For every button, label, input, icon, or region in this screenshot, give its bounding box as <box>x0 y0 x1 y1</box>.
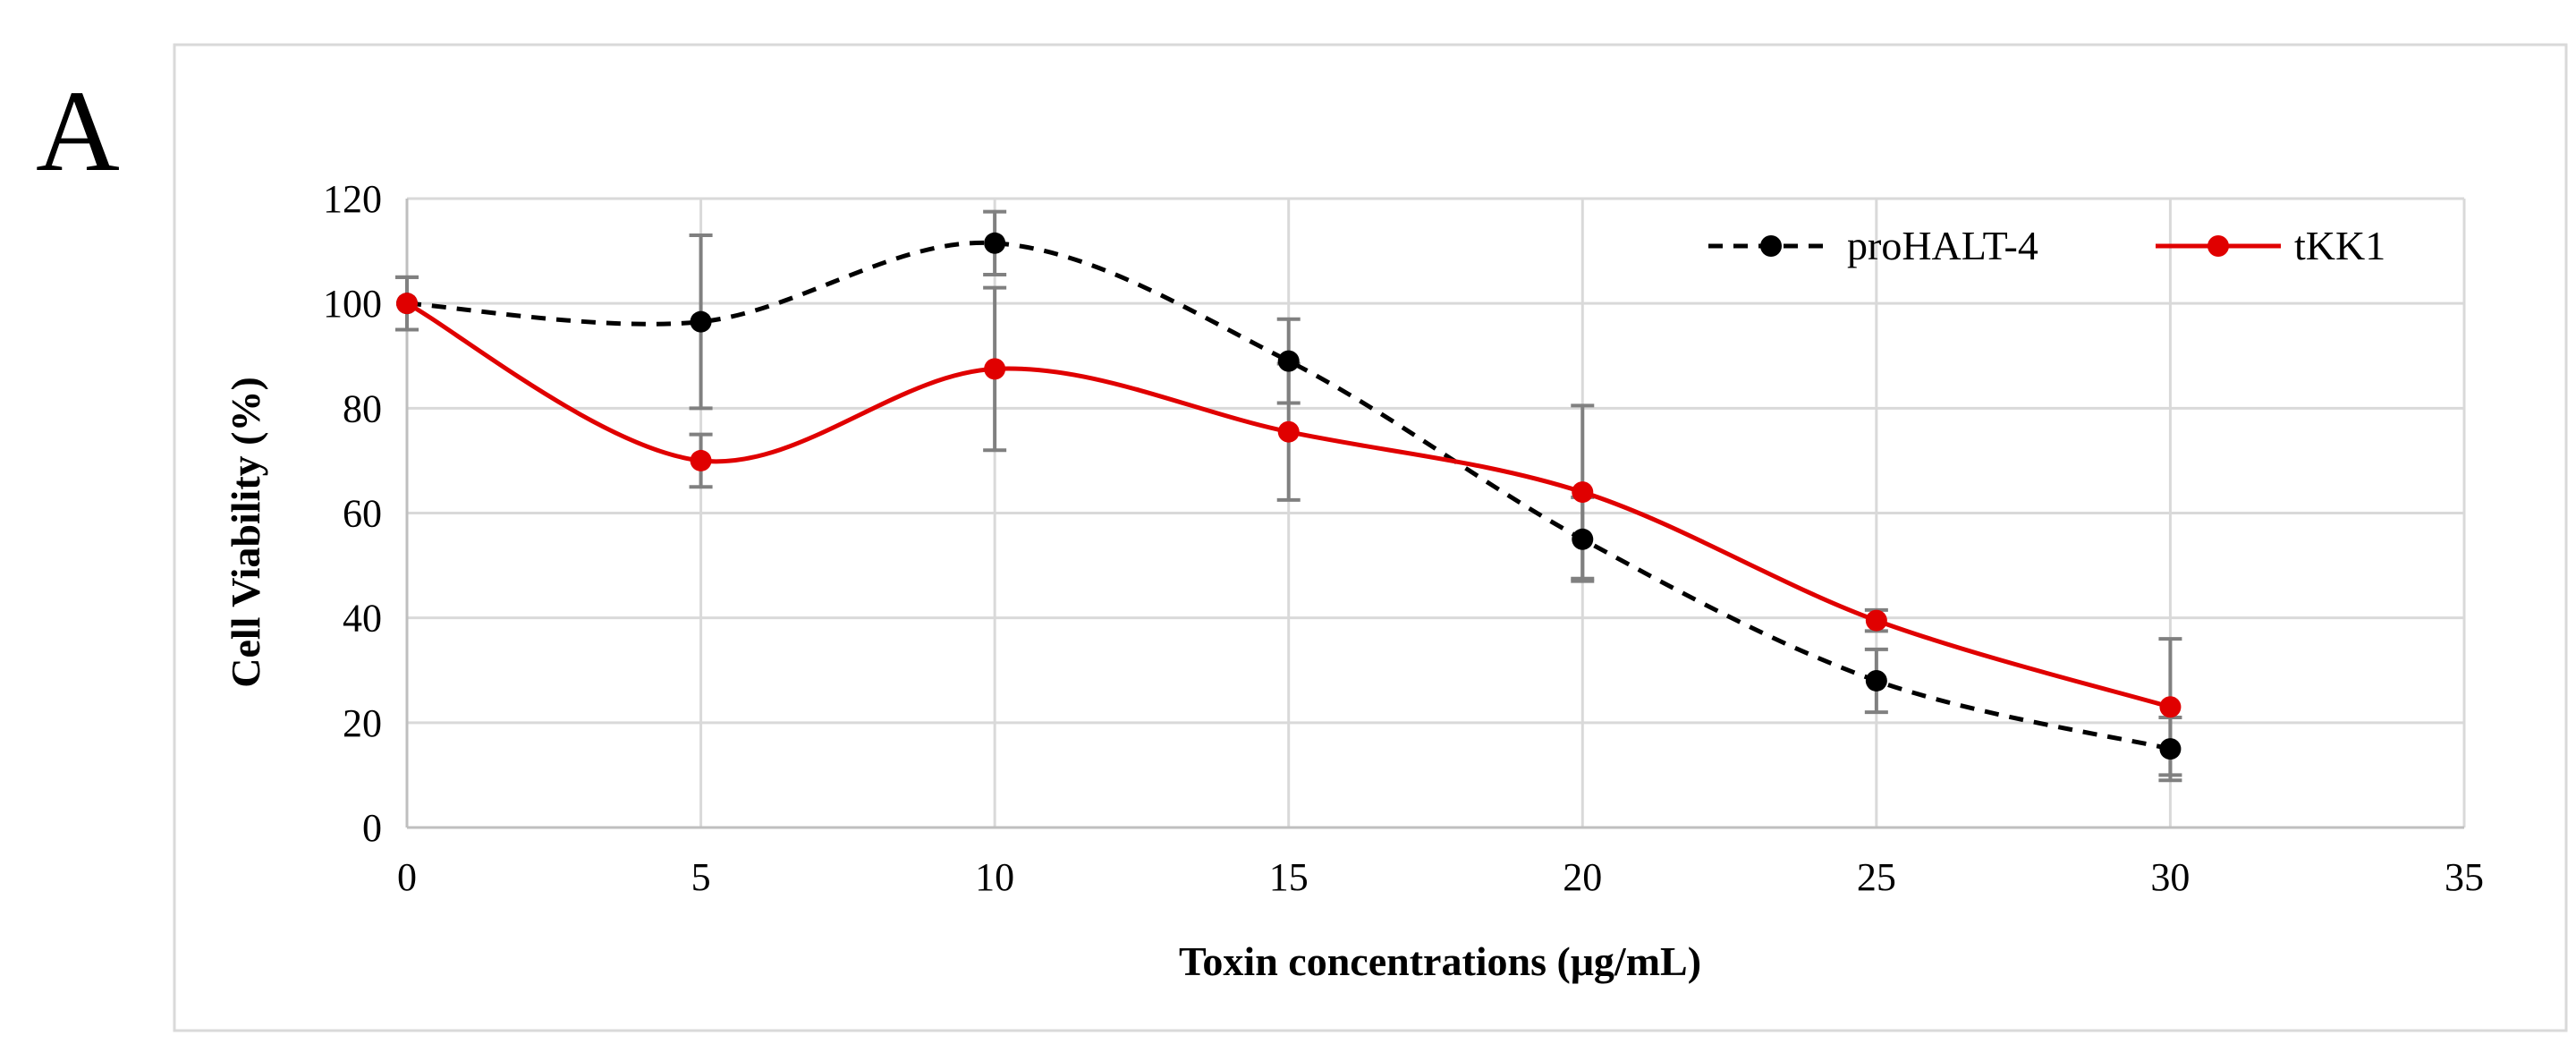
gridlines <box>407 197 2466 828</box>
legend-marker <box>1760 235 1782 257</box>
data-point-proHALT-4 <box>690 310 712 333</box>
legend: proHALT-4 tKK1 <box>1708 223 2385 268</box>
x-axis-label: Toxin concentrations (μg/mL) <box>1179 938 1701 984</box>
x-tick-label: 0 <box>397 855 417 899</box>
y-tick-label: 0 <box>362 806 382 850</box>
legend-item-proHALT-4: proHALT-4 <box>1708 223 2038 268</box>
y-tick-label: 20 <box>343 701 382 745</box>
data-point-proHALT-4 <box>1277 350 1300 372</box>
y-tick-label: 120 <box>323 177 382 221</box>
x-tick-labels: 0 5 10 15 20 25 30 35 <box>397 855 2484 899</box>
data-point-tKK1 <box>1865 609 1887 632</box>
x-tick-label: 20 <box>1563 855 1602 899</box>
y-axis-label: Cell Viability (%) <box>223 377 268 688</box>
series-layer <box>395 209 2182 783</box>
x-tick-label: 5 <box>691 855 711 899</box>
x-tick-label: 25 <box>1857 855 1896 899</box>
data-point-tKK1 <box>984 358 1006 380</box>
data-point-tKK1 <box>690 449 712 471</box>
legend-item-tKK1: tKK1 <box>2156 223 2385 268</box>
legend-label: proHALT-4 <box>1847 223 2038 268</box>
x-tick-label: 30 <box>2150 855 2190 899</box>
y-tick-label: 80 <box>343 386 382 430</box>
data-point-proHALT-4 <box>984 232 1006 254</box>
x-tick-label: 10 <box>975 855 1014 899</box>
panel-label: A <box>36 67 120 196</box>
y-tick-labels: 0 20 40 60 80 100 120 <box>323 177 382 850</box>
data-point-tKK1 <box>2159 696 2182 718</box>
data-point-proHALT-4 <box>1865 669 1887 692</box>
y-tick-label: 100 <box>323 282 382 326</box>
x-tick-label: 15 <box>1269 855 1309 899</box>
data-point-tKK1 <box>1572 481 1594 504</box>
x-tick-label: 35 <box>2445 855 2484 899</box>
y-tick-label: 60 <box>343 492 382 536</box>
legend-marker <box>2207 235 2229 257</box>
y-tick-label: 40 <box>343 597 382 641</box>
data-point-tKK1 <box>396 293 418 315</box>
chart-frame <box>173 43 2568 1032</box>
legend-label: tKK1 <box>2294 223 2385 268</box>
data-point-proHALT-4 <box>1572 528 1594 550</box>
data-point-tKK1 <box>1277 420 1300 443</box>
data-point-proHALT-4 <box>2159 738 2182 760</box>
